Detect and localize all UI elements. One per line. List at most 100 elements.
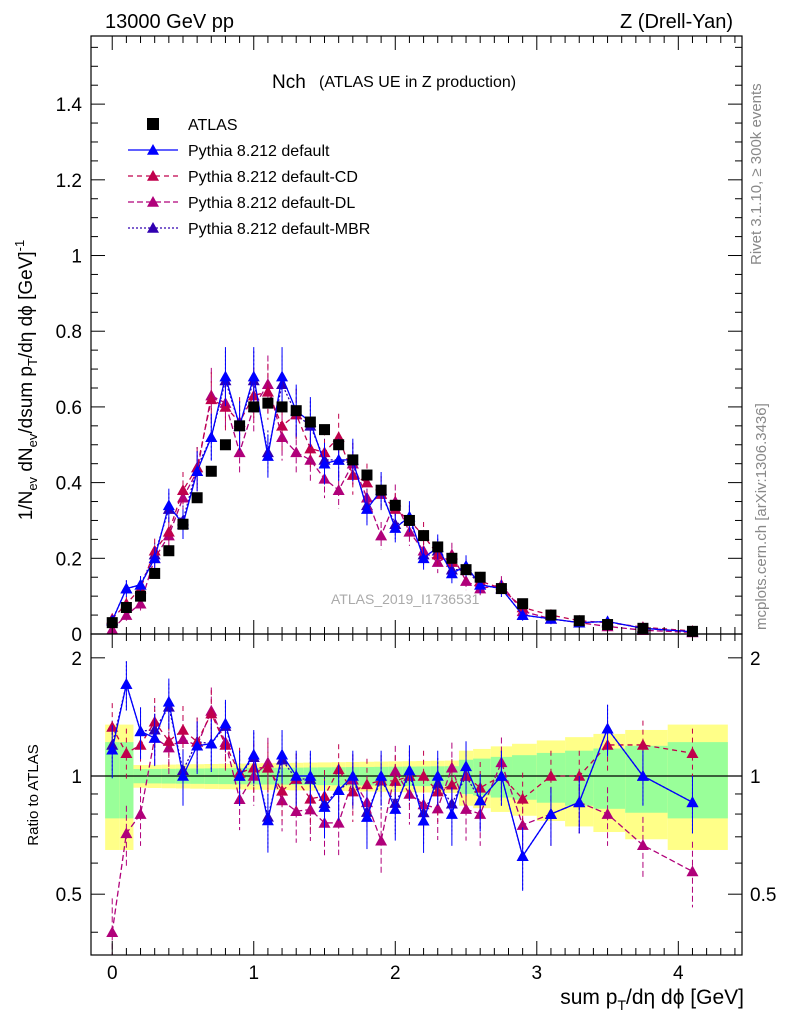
atlas-point — [495, 583, 507, 595]
ratio-marker — [134, 725, 147, 737]
ratio-panel-frame — [90, 633, 743, 956]
atlas-point — [460, 564, 472, 576]
legend-marker — [147, 144, 159, 155]
ratio-marker — [205, 737, 218, 749]
atlas-point — [333, 439, 345, 451]
ratio-marker — [332, 816, 345, 828]
atlas-point — [276, 401, 288, 413]
ratio-marker — [417, 770, 430, 781]
ratio-marker — [389, 775, 402, 786]
ratio-line-3 — [111, 709, 693, 933]
ratio-marker — [120, 678, 133, 689]
ratio-marker — [573, 770, 586, 781]
ratio-line-2 — [111, 712, 693, 800]
series-marker — [516, 609, 529, 620]
series-marker — [360, 503, 373, 514]
ratio-marker — [686, 796, 699, 808]
series-marker — [247, 370, 260, 382]
series-marker — [318, 457, 331, 469]
x-axis-label: sum pT/dη dϕ [GeV] — [560, 986, 744, 1013]
ratio-marker — [332, 784, 345, 796]
y-tick-label: 1.4 — [56, 95, 83, 116]
band-inner — [593, 748, 626, 809]
ratio-marker — [445, 778, 458, 790]
atlas-point — [163, 545, 175, 557]
atlas-point — [177, 518, 189, 530]
x-tick-label: 4 — [673, 963, 684, 984]
series-marker — [176, 484, 189, 495]
ratio-marker — [431, 802, 444, 814]
ratio-marker — [516, 850, 529, 861]
legend-marker — [147, 196, 159, 207]
atlas-point — [120, 602, 132, 614]
atlas-point — [545, 609, 557, 621]
atlas-point — [602, 619, 614, 631]
legend-marker-atlas — [147, 118, 159, 130]
ratio-marker — [544, 770, 557, 781]
ratio-marker — [106, 926, 119, 938]
legend-entry: Pythia 8.212 default — [188, 143, 330, 160]
atlas-point — [403, 514, 415, 526]
series-marker — [261, 450, 274, 461]
band-inner — [667, 742, 728, 819]
ratio-marker — [495, 770, 508, 781]
ratio-marker — [120, 827, 133, 839]
series-marker — [460, 575, 473, 586]
x-tick-label: 2 — [390, 963, 401, 984]
plot-title-sub: (ATLAS UE in Z production) — [319, 74, 516, 91]
ratio-marker — [686, 865, 699, 877]
atlas-point — [474, 571, 486, 583]
y-tick-label: 0 — [71, 625, 82, 646]
atlas-point — [248, 401, 260, 413]
x-tick-label: 0 — [107, 963, 118, 984]
ratio-marker — [162, 695, 175, 707]
series-marker — [219, 370, 232, 382]
x-tick-label: 3 — [532, 963, 543, 984]
ratio-marker — [573, 796, 586, 808]
axes-ticks: 0 1 2 3 4 0 0.2 0.4 0.6 0.8 1 1.2 1.4 0.5 0.5 1 1 2 2 — [56, 36, 776, 984]
atlas-point — [149, 567, 161, 579]
series-marker — [290, 446, 303, 458]
atlas-point — [191, 492, 203, 504]
ratio-marker — [389, 765, 402, 776]
ratio-marker — [233, 770, 246, 781]
ratio-marker — [445, 761, 458, 773]
series-marker — [219, 400, 232, 412]
band-inner — [512, 755, 537, 800]
series-marker — [304, 453, 317, 465]
ratio-marker — [431, 770, 444, 781]
atlas-point — [135, 590, 147, 602]
ratio-marker — [474, 794, 487, 806]
ratio-marker — [290, 770, 303, 781]
series-marker — [360, 476, 373, 488]
atlas-point — [637, 622, 649, 634]
ratio-marker — [261, 761, 274, 773]
series-line-1 — [111, 374, 693, 633]
series-line-2 — [111, 390, 693, 632]
atlas-point — [361, 469, 373, 481]
series-marker — [276, 431, 289, 442]
series-marker — [233, 446, 246, 458]
ratio-marker — [403, 764, 416, 776]
y-tick-label: 1.2 — [56, 171, 82, 192]
atlas-point — [234, 420, 246, 432]
series-marker — [134, 578, 147, 590]
series-marker — [205, 393, 218, 405]
header-left: 13000 GeV pp — [105, 11, 234, 33]
ratio-marker — [205, 707, 218, 719]
ratio-marker — [290, 805, 303, 816]
atlas-point — [446, 552, 458, 564]
atlas-point — [517, 598, 529, 610]
ratio-tick-label-right: 2 — [750, 649, 761, 670]
legend-entry: ATLAS — [188, 117, 238, 134]
ratio-marker — [120, 747, 133, 759]
watermark: ATLAS_2019_I1736531 — [331, 591, 480, 607]
ratio-tick-label: 0.5 — [56, 885, 82, 906]
ratio-marker — [304, 770, 317, 781]
atlas-point — [347, 454, 359, 466]
ratio-marker — [162, 735, 175, 746]
atlas-point — [290, 405, 302, 417]
ratio-marker — [247, 748, 260, 760]
legend-entry: Pythia 8.212 default-MBR — [188, 221, 370, 238]
atlas-point — [432, 541, 444, 553]
